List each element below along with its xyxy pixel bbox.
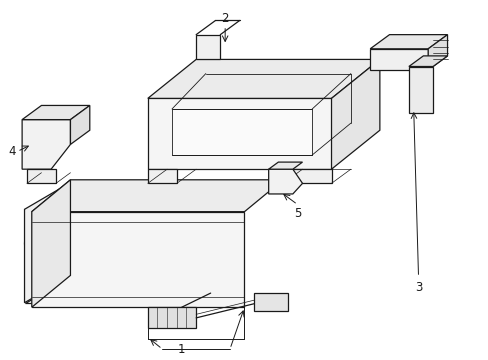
Polygon shape	[331, 59, 379, 169]
Polygon shape	[254, 293, 287, 311]
Polygon shape	[147, 59, 379, 98]
Polygon shape	[196, 35, 220, 59]
Text: 1: 1	[178, 342, 185, 356]
Polygon shape	[24, 183, 70, 303]
Text: 3: 3	[414, 281, 421, 294]
Polygon shape	[268, 169, 302, 194]
Polygon shape	[22, 105, 90, 120]
Polygon shape	[283, 169, 331, 183]
Polygon shape	[369, 35, 447, 49]
Polygon shape	[27, 169, 56, 183]
Polygon shape	[147, 169, 177, 183]
Polygon shape	[369, 49, 427, 70]
Polygon shape	[22, 120, 70, 169]
Polygon shape	[32, 180, 283, 212]
Polygon shape	[32, 212, 244, 307]
Text: 2: 2	[221, 12, 228, 25]
Polygon shape	[24, 276, 235, 303]
Polygon shape	[147, 98, 331, 169]
Polygon shape	[427, 35, 447, 70]
Polygon shape	[147, 307, 196, 328]
Polygon shape	[172, 109, 311, 155]
Polygon shape	[32, 180, 70, 307]
Text: 5: 5	[293, 207, 301, 220]
Polygon shape	[268, 162, 302, 169]
Polygon shape	[408, 67, 432, 113]
Polygon shape	[70, 105, 90, 144]
Polygon shape	[408, 56, 447, 67]
Text: 4: 4	[9, 145, 16, 158]
